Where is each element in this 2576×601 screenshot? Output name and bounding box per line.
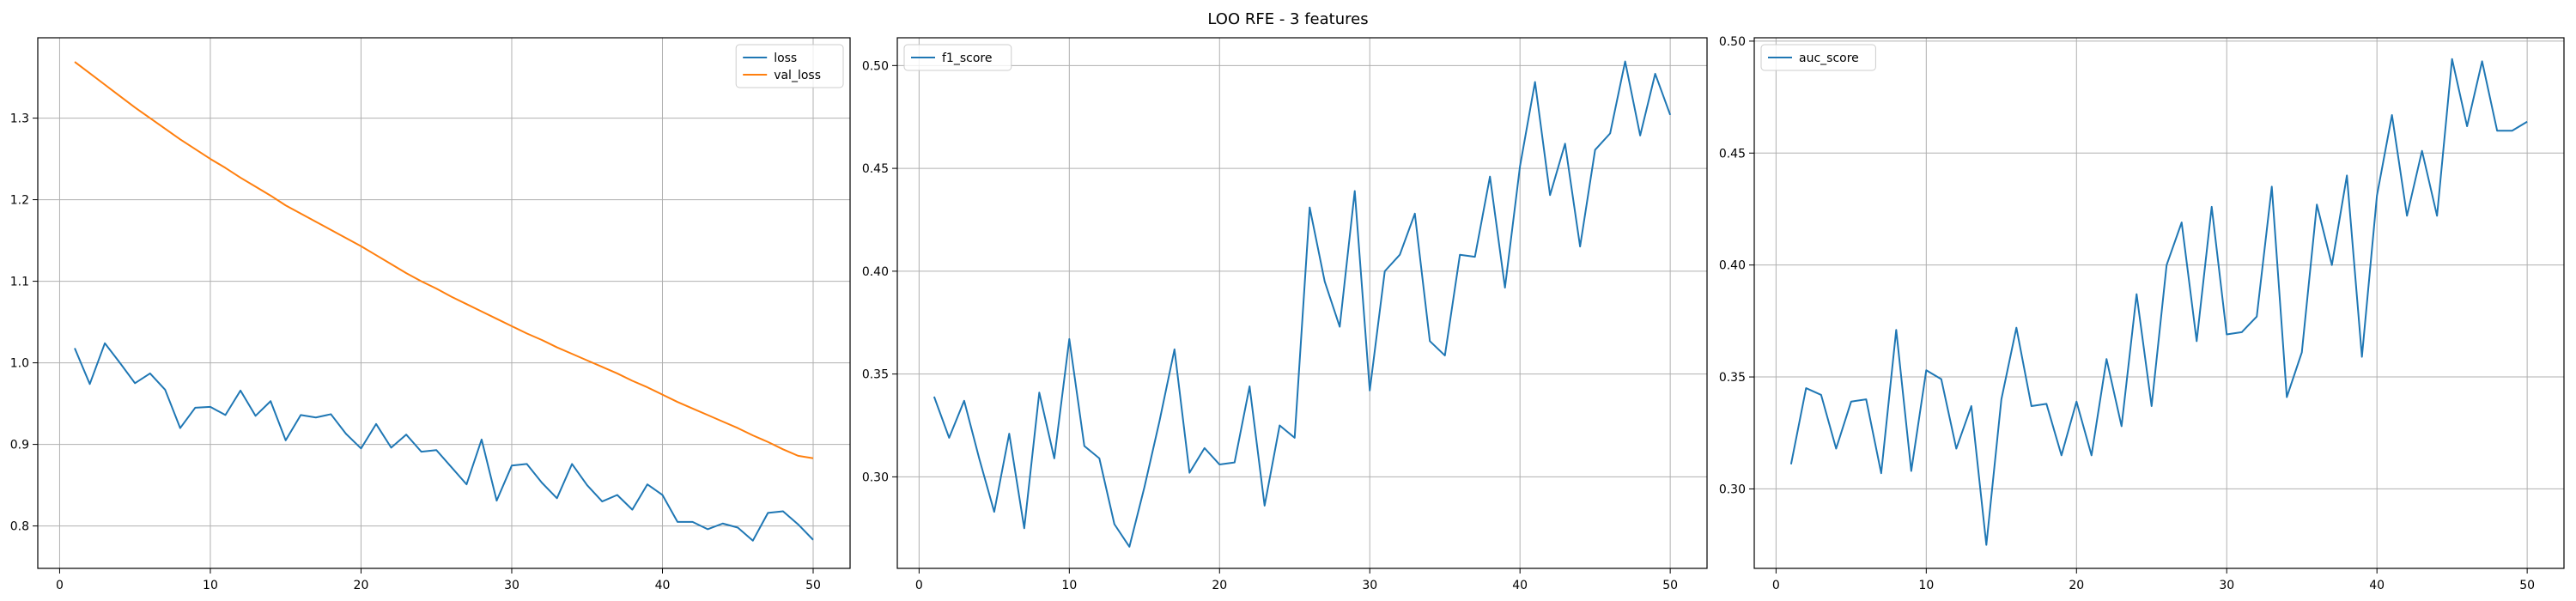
legend-box xyxy=(1760,44,1876,71)
legend-box xyxy=(903,44,1012,71)
legend-box xyxy=(735,44,844,88)
subplot-2: 0 10 20 30 40 50 0.30 0.35 0.40 0.45 0.50 f1_score xyxy=(862,37,1708,592)
legend-label-f1_score: f1_score xyxy=(942,52,992,65)
x-tick-label: 0 xyxy=(56,579,64,592)
x-tick-label: 30 xyxy=(2219,579,2234,592)
x-tick-label: 40 xyxy=(2369,579,2385,592)
legend-label-loss: loss xyxy=(774,52,797,65)
x-tick-label: 10 xyxy=(203,579,218,592)
x-tick-label: 30 xyxy=(1362,579,1377,592)
y-tick-label: 0.50 xyxy=(1719,35,1746,49)
x-tick-label: 0 xyxy=(915,579,923,592)
x-tick-label: 30 xyxy=(504,579,519,592)
legend-label-auc_score: auc_score xyxy=(1799,52,1859,65)
y-tick-label: 0.8 xyxy=(10,520,29,534)
y-tick-label: 0.35 xyxy=(1719,371,1746,385)
y-tick-label: 0.35 xyxy=(862,368,889,382)
y-tick-label: 0.40 xyxy=(862,265,889,279)
y-tick-label: 0.45 xyxy=(862,162,889,176)
legend: loss val_loss xyxy=(735,44,844,88)
x-tick-label: 20 xyxy=(1212,579,1227,592)
legend: auc_score xyxy=(1760,44,1876,71)
legend-label-val_loss: val_loss xyxy=(774,69,821,82)
x-tick-label: 50 xyxy=(2519,579,2535,592)
y-tick-label: 0.45 xyxy=(1719,147,1746,161)
x-tick-label: 50 xyxy=(1662,579,1678,592)
y-tick-label: 0.50 xyxy=(862,59,889,73)
x-tick-label: 10 xyxy=(1918,579,1934,592)
y-tick-label: 1.2 xyxy=(10,194,29,208)
subplot-1: 0 10 20 30 40 50 0.8 0.9 1.0 1.1 1.2 1.3 loss val_los… xyxy=(10,37,851,592)
legend: f1_score xyxy=(903,44,1012,71)
series-line-auc_score xyxy=(1789,58,2528,546)
figure-title: LOO RFE - 3 features xyxy=(1207,10,1368,28)
y-tick-label: 1.1 xyxy=(10,276,29,289)
axes-frame xyxy=(37,37,851,569)
y-tick-label: 0.40 xyxy=(1719,259,1746,273)
x-tick-label: 20 xyxy=(2069,579,2084,592)
y-tick-label: 0.30 xyxy=(862,470,889,484)
axes-frame xyxy=(896,37,1708,569)
series-line-f1_score xyxy=(933,60,1672,548)
y-tick-label: 0.9 xyxy=(10,439,29,452)
series-line-val_loss xyxy=(74,61,814,459)
y-tick-label: 1.0 xyxy=(10,357,29,371)
x-tick-label: 20 xyxy=(354,579,369,592)
y-tick-label: 1.3 xyxy=(10,112,29,126)
x-tick-label: 10 xyxy=(1061,579,1077,592)
series-line-loss xyxy=(74,342,814,542)
x-tick-label: 40 xyxy=(655,579,671,592)
x-tick-label: 40 xyxy=(1512,579,1528,592)
y-tick-label: 0.30 xyxy=(1719,483,1746,496)
x-tick-label: 50 xyxy=(805,579,821,592)
subplot-3: 0 10 20 30 40 50 0.30 0.35 0.40 0.45 0.50 auc_score xyxy=(1719,35,2565,592)
axes-frame xyxy=(1753,37,2565,569)
x-tick-label: 0 xyxy=(1772,579,1780,592)
